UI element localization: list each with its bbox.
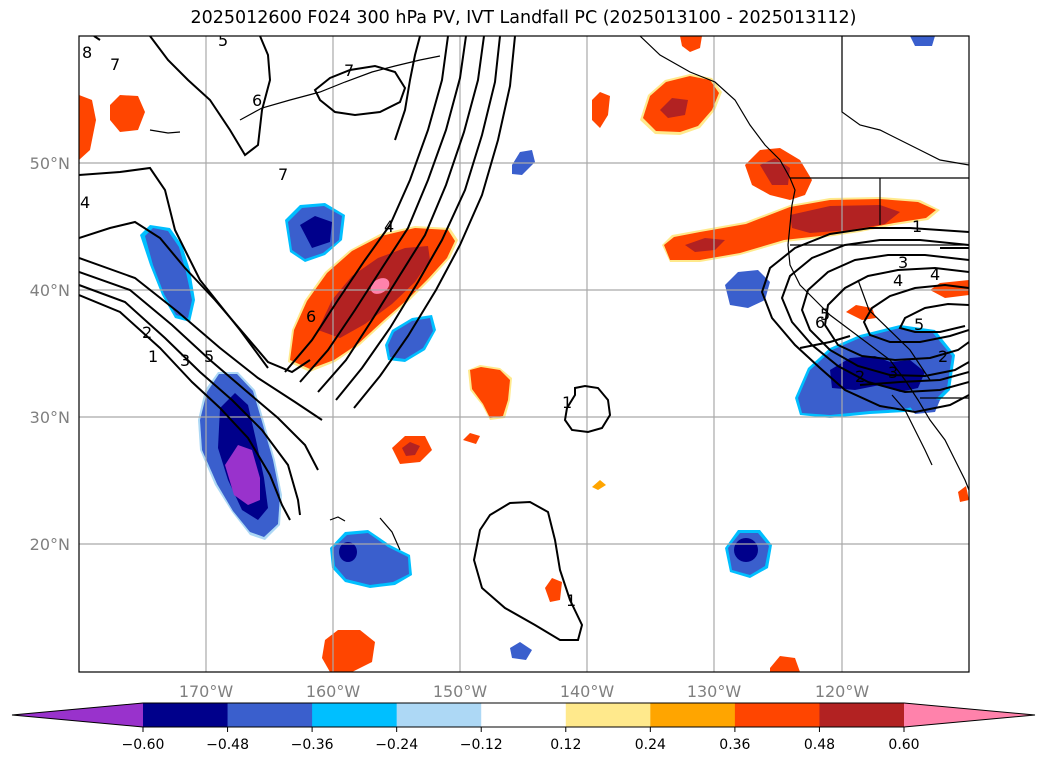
- pv-contours: [79, 36, 969, 641]
- contour-label: 8: [82, 43, 92, 62]
- lon-tick-label: 160°W: [306, 682, 361, 701]
- contour-label: 1: [912, 217, 922, 236]
- lon-tick-label: 170°W: [179, 682, 234, 701]
- contour-label: 7: [278, 165, 288, 184]
- colorbar-tick-label: −0.60: [122, 737, 165, 753]
- contour-label: 4: [893, 271, 903, 290]
- lon-tick-label: 120°W: [815, 682, 870, 701]
- colorbar-segment: [650, 703, 736, 727]
- longitude-tick-labels: 170°W 160°W 150°W 140°W 130°W 120°W: [179, 682, 870, 701]
- colorbar-tick-label: −0.12: [460, 737, 503, 753]
- contour-label: 6: [306, 307, 316, 326]
- colorbar-segment: [734, 703, 820, 727]
- lat-tick-label: 50°N: [30, 154, 70, 173]
- contour-label: 7: [344, 61, 354, 80]
- lat-tick-label: 40°N: [30, 281, 70, 300]
- latitude-tick-labels: 50°N 40°N 30°N 20°N: [30, 154, 70, 554]
- contour-label: 1: [148, 347, 158, 366]
- colorbar-segment: [312, 703, 398, 727]
- lon-tick-label: 140°W: [560, 682, 615, 701]
- contour-label: 3: [180, 351, 190, 370]
- colorbar-extend-low: [12, 703, 143, 727]
- colorbar-tick-label: 0.48: [804, 737, 835, 753]
- colorbar-tick-label: 0.24: [635, 737, 666, 753]
- map-area: 8 7 5 6 7 4 1 2 3 4 5 6 7 1 2 3 4 5 6 1 …: [79, 31, 969, 672]
- contour-label: 2: [938, 347, 948, 366]
- colorbar-tick-label: 0.60: [888, 737, 919, 753]
- colorbar-tick-label: −0.48: [206, 737, 249, 753]
- contour-label: 3: [898, 253, 908, 272]
- contour-label: 2: [855, 367, 865, 386]
- colorbar-segment: [143, 703, 229, 727]
- colorbar-tick-label: −0.24: [375, 737, 418, 753]
- lat-tick-label: 20°N: [30, 535, 70, 554]
- map-frame: [78, 35, 970, 673]
- contour-label: 7: [110, 55, 120, 74]
- colorbar-segment: [819, 703, 905, 727]
- colorbar-extend-high: [904, 703, 1035, 727]
- colorbar-tick-label: 0.36: [719, 737, 750, 753]
- contour-label: 5: [218, 31, 228, 50]
- contour-label: 5: [820, 305, 830, 324]
- lon-tick-label: 130°W: [687, 682, 742, 701]
- contour-label: 1: [566, 591, 576, 610]
- map-title: 2025012600 F024 300 hPa PV, IVT Landfall…: [190, 8, 857, 28]
- colorbar-segment: [396, 703, 482, 727]
- contour-label: 3: [888, 363, 898, 382]
- colorbar-tick-label: −0.36: [291, 737, 334, 753]
- gridlines: [79, 36, 969, 672]
- colorbar-segment: [227, 703, 313, 727]
- contour-label: 4: [80, 193, 90, 212]
- lon-tick-label: 150°W: [433, 682, 488, 701]
- colorbar: −0.60 −0.48 −0.36 −0.24 −0.12 0.12 0.24 0.36 0.4…: [11, 702, 1036, 753]
- contour-labels: 8 7 5 6 7 4 1 2 3 4 5 6 7 1 2 3 4 5 6 1 …: [80, 31, 948, 610]
- lat-tick-label: 30°N: [30, 408, 70, 427]
- colorbar-tick-label: 0.12: [550, 737, 581, 753]
- colorbar-segment: [565, 703, 651, 727]
- colorbar-segment: [481, 703, 567, 727]
- contour-label: 5: [204, 347, 214, 366]
- contour-label: 5: [914, 315, 924, 334]
- contour-label: 4: [930, 265, 940, 284]
- contour-label: 4: [384, 217, 394, 236]
- contour-label: 6: [815, 313, 825, 332]
- coastlines: [149, 36, 969, 551]
- contour-label: 1: [562, 393, 572, 412]
- contour-label: 6: [252, 91, 262, 110]
- contour-label: 2: [142, 323, 152, 342]
- positive-anomaly-shading: [79, 36, 969, 672]
